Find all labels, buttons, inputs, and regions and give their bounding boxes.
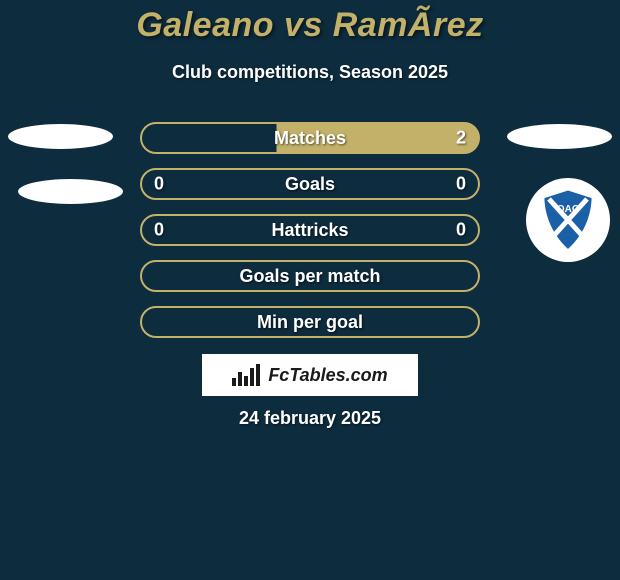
- stat-row-matches: Matches 2: [140, 122, 480, 154]
- right-team-logo: QAC: [526, 178, 610, 262]
- team-initials: QAC: [557, 204, 579, 215]
- stat-label: Min per goal: [257, 312, 363, 333]
- left-player-silhouette-top: [8, 124, 113, 149]
- stat-row-goals-per-match: Goals per match: [140, 260, 480, 292]
- stat-label: Matches: [274, 128, 346, 149]
- brand-text: FcTables.com: [268, 365, 387, 386]
- stat-label: Goals: [285, 174, 335, 195]
- right-player-silhouette: [507, 124, 612, 149]
- stat-right-value: 2: [456, 128, 466, 149]
- stat-right-value: 0: [456, 174, 466, 195]
- brand-watermark: FcTables.com: [202, 354, 418, 396]
- snapshot-date: 24 february 2025: [0, 408, 620, 429]
- stat-row-min-per-goal: Min per goal: [140, 306, 480, 338]
- stat-right-value: 0: [456, 220, 466, 241]
- stat-label: Goals per match: [239, 266, 380, 287]
- stat-label: Hattricks: [271, 220, 348, 241]
- left-player-silhouette-bottom: [18, 179, 123, 204]
- stat-left-value: 0: [154, 220, 164, 241]
- season-subtitle: Club competitions, Season 2025: [0, 62, 620, 83]
- bar-chart-icon: [232, 364, 262, 386]
- page-title: Galeano vs RamÃ­rez: [0, 6, 620, 45]
- shield-icon: QAC: [539, 187, 597, 253]
- stat-row-hattricks: 0 Hattricks 0: [140, 214, 480, 246]
- stat-row-goals: 0 Goals 0: [140, 168, 480, 200]
- stat-left-value: 0: [154, 174, 164, 195]
- comparison-card: Galeano vs RamÃ­rez Club competitions, S…: [0, 0, 620, 580]
